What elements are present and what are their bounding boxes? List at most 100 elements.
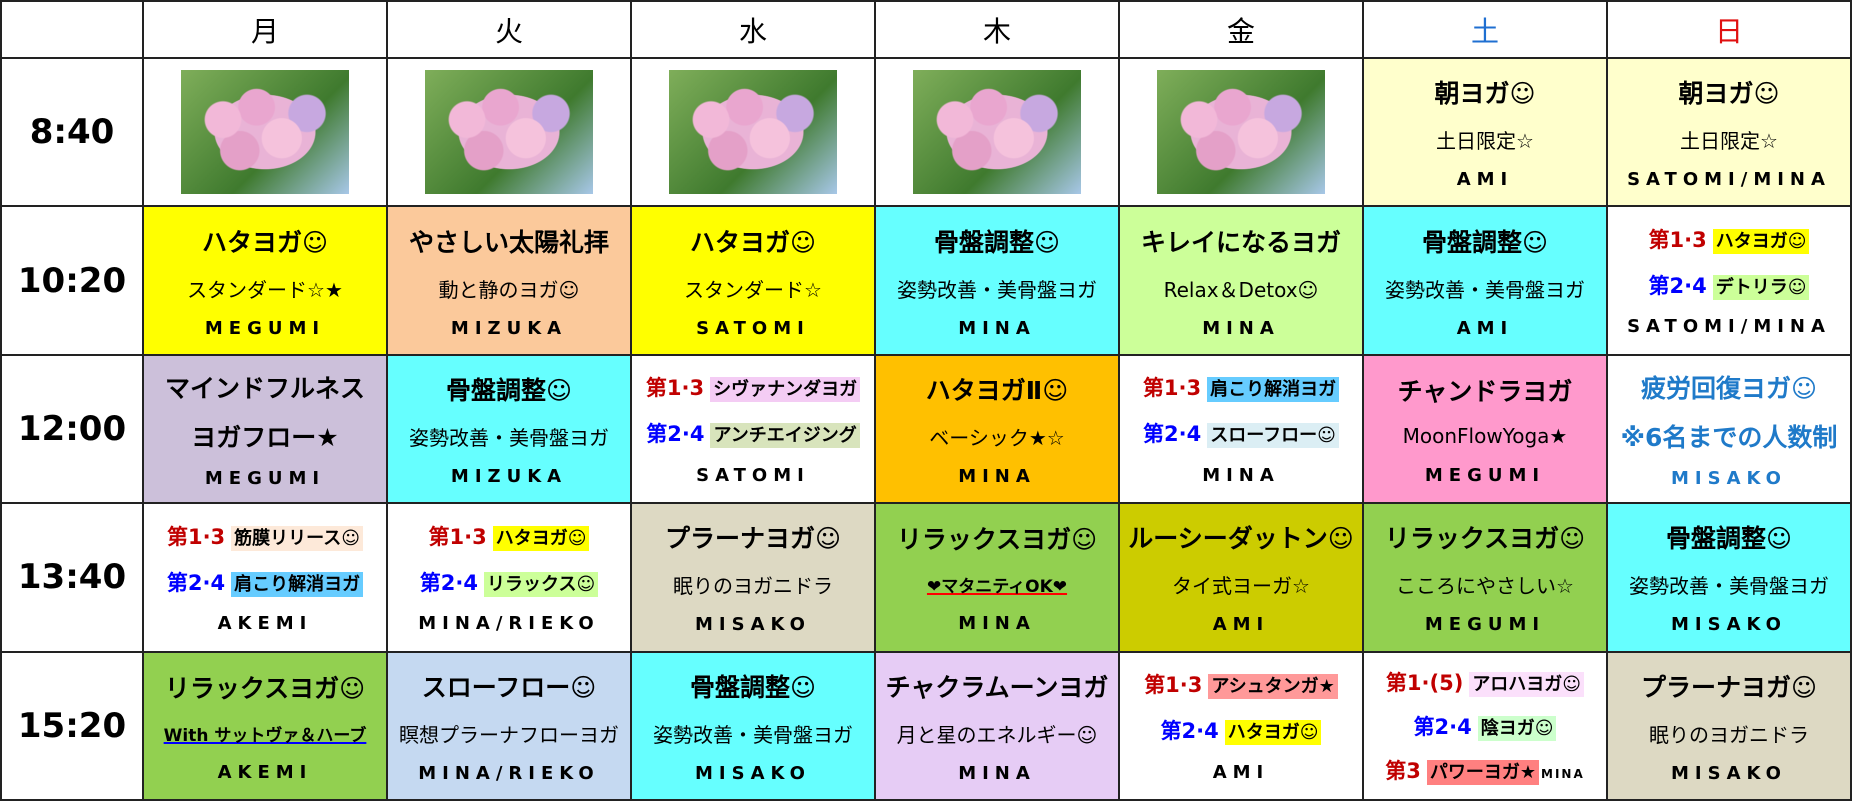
class-cell: ハタヨガ☺ スタンダード☆ SATOMI — [630, 205, 876, 356]
class-name: アロハヨガ☺ — [1469, 671, 1585, 697]
cell-content: 第1·3 シヴァナンダヨガ 第2·4 アンチエイジング SATOMI — [632, 356, 874, 502]
class-title: リラックスヨガ☺ — [164, 673, 366, 703]
instructor: AKEMI — [217, 613, 313, 635]
class-line: 第1·3 ハタヨガ☺ — [429, 521, 590, 551]
class-title: チャンドラヨガ — [1397, 377, 1573, 407]
class-cell — [874, 56, 1120, 208]
class-cell: プラーナヨガ☺ 眠りのヨガニドラ MISAKO — [1606, 650, 1852, 801]
instructor: MINA/RIEKO — [418, 762, 600, 784]
cell-content: ハタヨガ☺ スタンダード☆★ MEGUMI — [144, 208, 386, 354]
class-cell: 骨盤調整☺ 姿勢改善・美骨盤ヨガ AMI — [1362, 205, 1608, 356]
day-header: 金 — [1118, 0, 1364, 59]
hydrangea-photo — [913, 70, 1081, 195]
class-name: ハタヨガ☺ — [1224, 720, 1322, 746]
class-name: ハタヨガ☺ — [492, 525, 590, 551]
class-line: 第2·4 ハタヨガ☺ — [1161, 715, 1322, 746]
class-title: スローフロー☺ — [421, 672, 597, 702]
cell-content: リラックスヨガ☺ こころにやさしい☆ MEGUMI — [1364, 504, 1606, 650]
class-subtitle: 姿勢改善・美骨盤ヨガ — [653, 722, 853, 747]
instructor: MIZUKA — [450, 317, 568, 339]
class-subtitle: 眠りのヨガニドラ — [673, 574, 833, 599]
class-line: ❤マタニティOK❤ — [927, 572, 1067, 597]
class-line: 第2·4 アンチエイジング — [646, 418, 860, 449]
class-line: 第2·4 肩こり解消ヨガ — [166, 567, 364, 597]
hydrangea-photo — [669, 70, 837, 195]
class-cell: 第1·3 ハタヨガ☺ 第2·4 デトリラ☺ SATOMI/MINA — [1606, 205, 1852, 356]
day-header: 火 — [386, 0, 632, 59]
cell-content: 第1·(5) アロハヨガ☺ 第2·4 陰ヨガ☺ 第3 パワーヨガ★ MINA — [1364, 653, 1606, 799]
class-cell: プラーナヨガ☺ 眠りのヨガニドラ MISAKO — [630, 502, 876, 653]
class-line: 第2·4 リラックス☺ — [419, 567, 599, 597]
class-cell: 第1·(5) アロハヨガ☺ 第2·4 陰ヨガ☺ 第3 パワーヨガ★ MINA — [1362, 650, 1608, 801]
time-label: 10:20 — [0, 205, 144, 356]
class-subtitle: 瞑想プラーナフローヨガ — [399, 722, 619, 747]
cell-content: やさしい太陽礼拝動と静のヨガ☺ MIZUKA — [388, 208, 630, 354]
class-subtitle: ベーシック★☆ — [929, 425, 1065, 450]
table-body: 8:40 朝ヨガ☺ 土日限定☆ AMI 朝ヨガ☺ 土日限定☆ SATOMI/MINA 10:2… — [0, 56, 1852, 801]
cell-content: ハタヨガ☺ スタンダード☆ SATOMI — [632, 208, 874, 354]
time-row: 8:40 朝ヨガ☺ 土日限定☆ AMI 朝ヨガ☺ 土日限定☆ SATOMI/MINA — [0, 56, 1852, 208]
class-line: 第1·3 シヴァナンダヨガ — [645, 372, 861, 403]
class-cell: キレイになるヨガ Relax＆Detox☺ MINA — [1118, 205, 1364, 356]
day-header: 月 — [142, 0, 388, 59]
class-line: 第2·4 陰ヨガ☺ — [1414, 711, 1557, 741]
class-name: アンチエイジング — [710, 423, 860, 449]
week-prefix: 第1·3 — [1142, 376, 1202, 401]
class-subtitle: 動と静のヨガ☺ — [438, 277, 580, 302]
week-prefix: 第2·4 — [166, 570, 226, 595]
class-subtitle: 姿勢改善・美骨盤ヨガ — [1629, 574, 1829, 599]
instructor: AKEMI — [217, 761, 313, 783]
class-line: 第1·3 肩こり解消ヨガ — [1142, 372, 1340, 403]
class-cell — [630, 56, 876, 208]
week-prefix: 第1·3 — [645, 376, 705, 401]
cell-content: 朝ヨガ☺ 土日限定☆ SATOMI/MINA — [1608, 59, 1850, 205]
class-title: やさしい太陽礼拝 — [408, 227, 609, 257]
class-cell: チャクラムーンヨガ 月と星のエネルギー☺ MINA — [874, 650, 1120, 801]
class-title: リラックスヨガ☺ — [1384, 524, 1586, 554]
week-prefix: 第2·4 — [1648, 274, 1707, 299]
cell-content: 第1·3 ハタヨガ☺ 第2·4 デトリラ☺ SATOMI/MINA — [1608, 208, 1850, 354]
class-line: 第3 パワーヨガ★ MINA — [1385, 755, 1585, 785]
class-title: 朝ヨガ☺ — [1434, 79, 1536, 109]
cell-content: 第1·3 筋膜リリース☺ 第2·4 肩こり解消ヨガ AKEMI — [144, 504, 386, 650]
cell-content: 骨盤調整☺ 姿勢改善・美骨盤ヨガ AMI — [1364, 208, 1606, 354]
instructor: MEGUMI — [1424, 464, 1546, 486]
cell-content: 第1·3 アシュタンガ★ 第2·4 ハタヨガ☺ AMI — [1120, 653, 1362, 799]
cell-content: 疲労回復ヨガ☺ ※6名までの人数制 MISAKO — [1608, 356, 1850, 502]
class-title: 疲労回復ヨガ☺ — [1640, 374, 1818, 404]
week-prefix: 第2·4 — [1143, 422, 1202, 447]
class-name: アシュタンガ★ — [1208, 674, 1338, 700]
class-title: ハタヨガ☺ — [689, 227, 817, 257]
class-cell — [1118, 56, 1364, 208]
class-title: 骨盤調整☺ — [689, 672, 817, 702]
cell-content: 朝ヨガ☺ 土日限定☆ AMI — [1364, 59, 1606, 205]
time-row: 15:20 リラックスヨガ☺ With サットヴァ＆ハーブ AKEMI スローフロー☺ 瞑… — [0, 650, 1852, 801]
cell-content: ルーシーダットン☺ タイ式ヨーガ☆ AMI — [1120, 504, 1362, 650]
class-name: リラックス☺ — [483, 571, 599, 597]
class-subtitle: こころにやさしい☆ — [1396, 574, 1574, 599]
week-prefix: 第1·3 — [1648, 227, 1707, 252]
cell-content: プラーナヨガ☺ 眠りのヨガニドラ MISAKO — [632, 504, 874, 650]
class-line: With サットヴァ＆ハーブ — [164, 721, 367, 746]
instructor: MISAKO — [695, 614, 811, 636]
cell-content: プラーナヨガ☺ 眠りのヨガニドラ MISAKO — [1608, 653, 1850, 799]
class-cell: ルーシーダットン☺ タイ式ヨーガ☆ AMI — [1118, 502, 1364, 653]
time-label: 15:20 — [0, 650, 144, 801]
class-title: キレイになるヨガ — [1140, 227, 1341, 257]
class-name: With サットヴァ＆ハーブ — [163, 725, 367, 746]
instructor: SATOMI — [696, 317, 810, 339]
week-prefix: 第3 — [1385, 758, 1421, 783]
instructor-suffix: MINA — [1541, 766, 1585, 781]
class-cell: リラックスヨガ☺ ❤マタニティOK❤ MINA — [874, 502, 1120, 653]
class-cell: 第1·3 筋膜リリース☺ 第2·4 肩こり解消ヨガ AKEMI — [142, 502, 388, 653]
class-title: ハタヨガ☺ — [201, 227, 329, 257]
class-cell: 第1·3 ハタヨガ☺ 第2·4 リラックス☺ MINA/RIEKO — [386, 502, 632, 653]
instructor: MINA — [1202, 464, 1280, 486]
day-header: 日 — [1606, 0, 1852, 59]
cell-content — [1120, 59, 1362, 205]
corner — [0, 0, 144, 59]
week-prefix: 第2·4 — [419, 570, 478, 595]
time-row: 13:40 第1·3 筋膜リリース☺ 第2·4 肩こり解消ヨガ AKEMI 第1·3 ハタヨガ… — [0, 502, 1852, 653]
instructor: MINA — [958, 317, 1036, 339]
class-cell: 骨盤調整☺ 姿勢改善・美骨盤ヨガ MISAKO — [630, 650, 876, 801]
